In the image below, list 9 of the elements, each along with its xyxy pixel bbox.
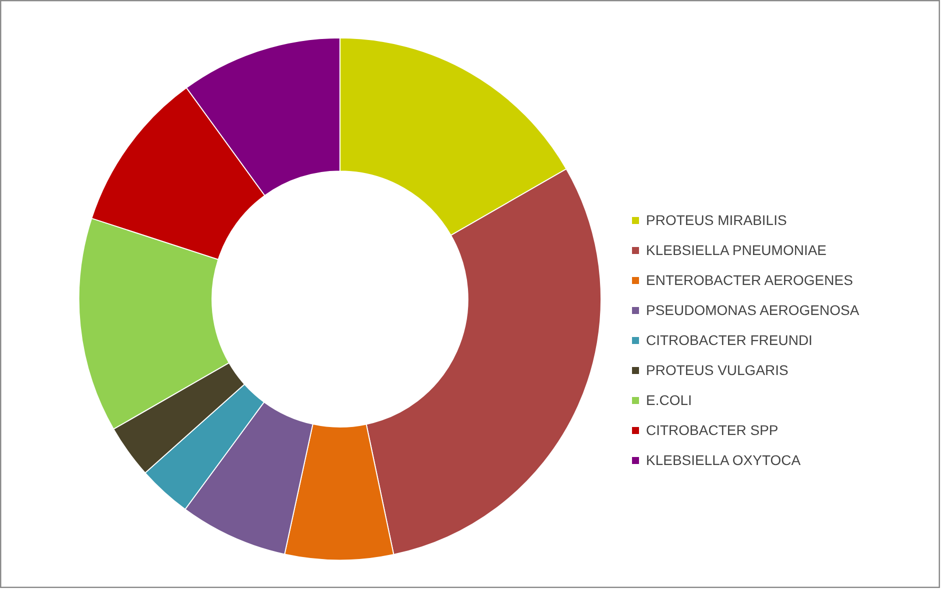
legend-label: KLEBSIELLA OXYTOCA — [646, 452, 801, 468]
legend-label: CITROBACTER SPP — [646, 422, 778, 438]
legend-label: PROTEUS VULGARIS — [646, 362, 788, 378]
legend-label: PROTEUS MIRABILIS — [646, 212, 787, 228]
legend-label: KLEBSIELLA PNEUMONIAE — [646, 242, 827, 258]
legend-label: E.COLI — [646, 392, 692, 408]
legend-label: CITROBACTER FREUNDI — [646, 332, 812, 348]
legend-label: ENTEROBACTER AEROGENES — [646, 272, 853, 288]
legend-label: PSEUDOMONAS AEROGENOSA — [646, 302, 860, 318]
